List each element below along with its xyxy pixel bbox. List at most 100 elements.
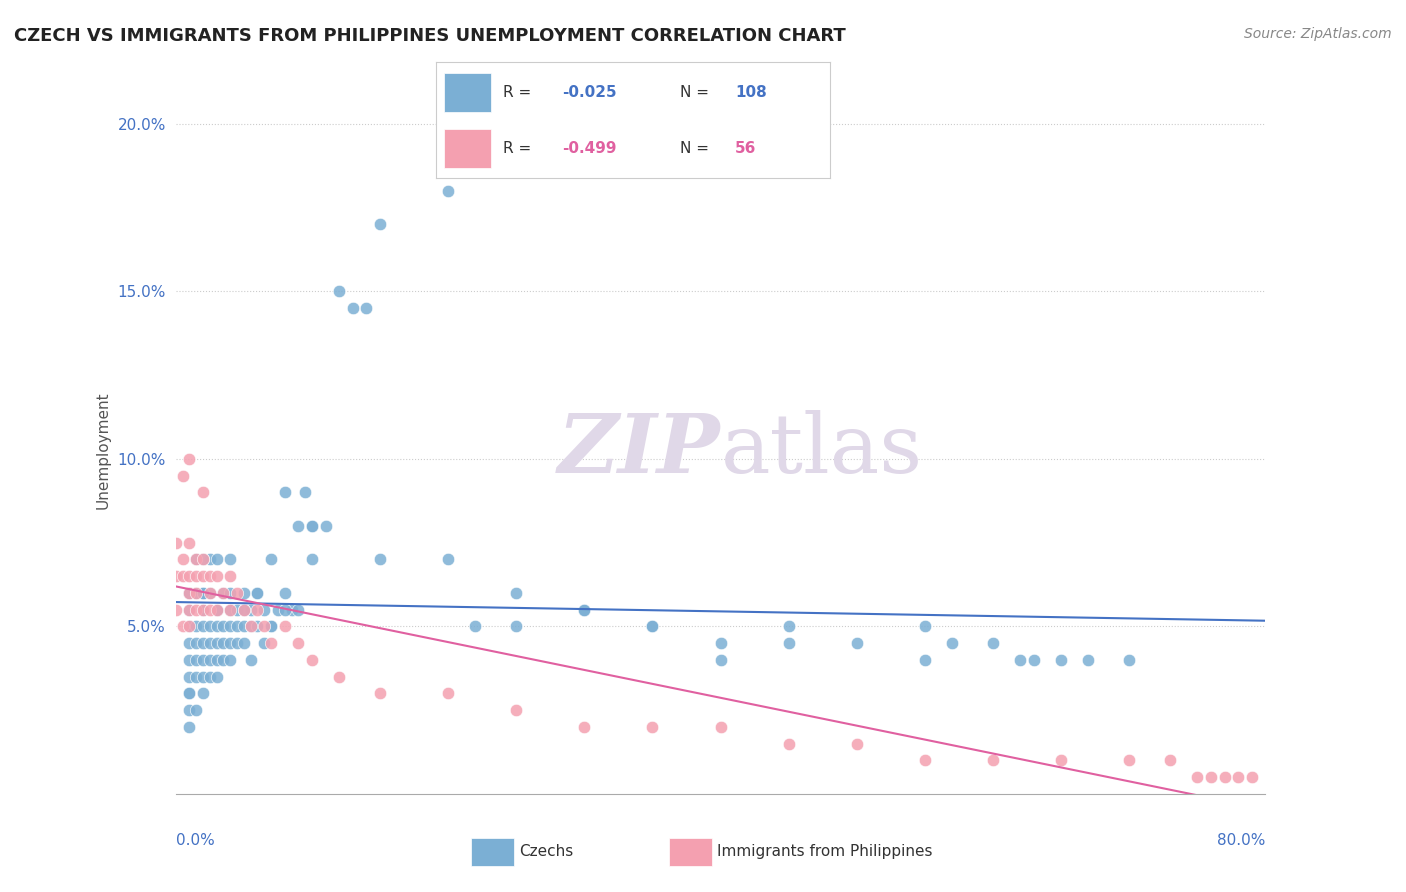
Point <box>186 569 208 583</box>
Text: -0.499: -0.499 <box>562 141 616 156</box>
Point <box>179 569 201 583</box>
Point <box>287 519 309 533</box>
Text: N =: N = <box>681 85 714 100</box>
Point <box>191 485 214 500</box>
Point <box>186 586 208 600</box>
Point <box>165 602 187 616</box>
Point <box>198 586 221 600</box>
Point <box>232 636 254 650</box>
Point <box>356 301 378 315</box>
Point <box>172 552 194 566</box>
Point <box>186 552 208 566</box>
Point <box>205 619 228 633</box>
Text: N =: N = <box>681 141 714 156</box>
Point <box>205 569 228 583</box>
Point <box>179 686 201 700</box>
Point <box>437 184 460 198</box>
Point <box>179 703 201 717</box>
Point <box>505 703 527 717</box>
Point <box>165 535 187 549</box>
Point <box>239 653 262 667</box>
Point <box>710 653 733 667</box>
Point <box>232 602 254 616</box>
Point <box>219 552 242 566</box>
Point <box>219 569 242 583</box>
Point <box>198 569 221 583</box>
Point <box>191 569 214 583</box>
Point <box>274 619 297 633</box>
Point <box>179 670 201 684</box>
Text: atlas: atlas <box>721 410 922 491</box>
Point <box>205 602 228 616</box>
Text: 56: 56 <box>735 141 756 156</box>
Point <box>260 619 283 633</box>
Point <box>212 636 235 650</box>
Point <box>191 552 214 566</box>
Point <box>205 552 228 566</box>
Point <box>179 451 201 466</box>
Point <box>212 586 235 600</box>
Point <box>260 552 283 566</box>
Point <box>253 636 276 650</box>
Point <box>267 602 290 616</box>
Text: R =: R = <box>503 141 536 156</box>
Point <box>186 586 208 600</box>
Point <box>246 586 269 600</box>
Point <box>219 636 242 650</box>
Point <box>212 653 235 667</box>
Point <box>1118 753 1140 767</box>
Text: 108: 108 <box>735 85 766 100</box>
Point <box>186 602 208 616</box>
Point <box>274 485 297 500</box>
Point <box>274 602 297 616</box>
Point <box>232 602 254 616</box>
Point <box>186 619 208 633</box>
Point <box>172 468 194 483</box>
Point <box>260 619 283 633</box>
Point <box>198 602 221 616</box>
Point <box>1213 770 1236 784</box>
Point <box>1010 653 1032 667</box>
FancyBboxPatch shape <box>669 838 711 865</box>
Point <box>165 569 187 583</box>
Point <box>212 586 235 600</box>
Point <box>301 552 323 566</box>
Point <box>179 586 201 600</box>
Point <box>191 686 214 700</box>
Point <box>641 720 664 734</box>
Point <box>172 619 194 633</box>
Point <box>641 619 664 633</box>
Point <box>301 653 323 667</box>
Point <box>219 653 242 667</box>
Text: Source: ZipAtlas.com: Source: ZipAtlas.com <box>1244 27 1392 41</box>
Point <box>205 602 228 616</box>
Point <box>179 602 201 616</box>
Point <box>845 737 868 751</box>
Point <box>328 670 350 684</box>
Point <box>1199 770 1222 784</box>
Point <box>368 217 391 231</box>
Point <box>710 636 733 650</box>
Point <box>287 602 309 616</box>
Point <box>505 619 527 633</box>
Point <box>219 586 242 600</box>
Point <box>226 602 249 616</box>
Point <box>226 619 249 633</box>
Point <box>191 586 214 600</box>
Point <box>778 737 800 751</box>
Point <box>641 619 664 633</box>
Text: 80.0%: 80.0% <box>1218 833 1265 847</box>
Point <box>191 619 214 633</box>
FancyBboxPatch shape <box>471 838 515 865</box>
Point <box>219 602 242 616</box>
Point <box>1022 653 1045 667</box>
Point <box>179 619 201 633</box>
Point <box>1118 653 1140 667</box>
Point <box>179 602 201 616</box>
Point <box>328 285 350 299</box>
Point <box>179 535 201 549</box>
Point <box>1050 753 1073 767</box>
Point <box>226 636 249 650</box>
Text: -0.025: -0.025 <box>562 85 616 100</box>
Point <box>239 619 262 633</box>
